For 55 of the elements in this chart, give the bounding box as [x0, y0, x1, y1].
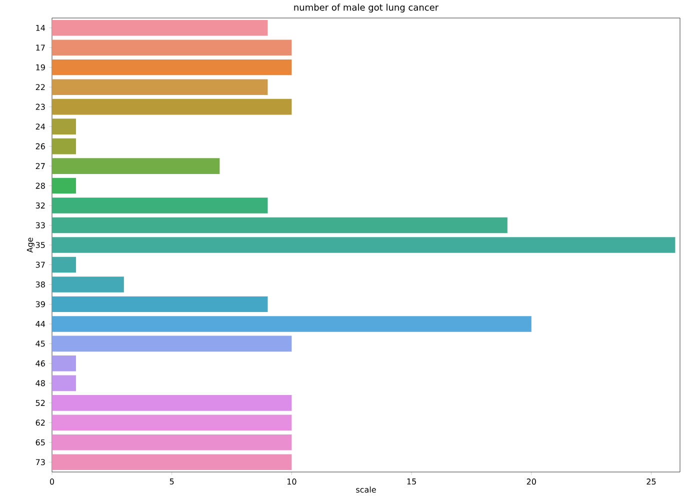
- bar: [52, 98, 292, 115]
- bar: [52, 356, 76, 372]
- bar: [52, 138, 76, 154]
- y-axis-title: Age: [26, 238, 34, 253]
- bar: [52, 256, 76, 273]
- bar: [52, 296, 268, 312]
- bar: [52, 316, 532, 332]
- bar: [52, 276, 124, 292]
- y-tick-label: 26: [36, 143, 45, 150]
- bar: [52, 237, 676, 253]
- x-tick-label: 5: [170, 478, 174, 484]
- y-tick-label: 39: [36, 301, 45, 308]
- bar: [52, 178, 76, 194]
- x-tick-label: 0: [50, 478, 54, 485]
- y-tick-label: 17: [36, 44, 45, 51]
- bar: [52, 59, 292, 76]
- y-tick-label: 46: [36, 360, 45, 366]
- y-tick-label: 73: [36, 459, 45, 466]
- bar: [52, 434, 292, 450]
- chart-title: number of male got lung cancer: [294, 4, 439, 12]
- bar: [52, 375, 76, 392]
- y-tick-label: 24: [36, 124, 46, 130]
- bar: [52, 395, 292, 411]
- bar: [52, 198, 268, 214]
- y-tick-label: 35: [36, 242, 45, 248]
- bar: [52, 454, 292, 470]
- y-tick-label: 28: [36, 182, 45, 189]
- bar: [52, 414, 292, 431]
- y-tick-label: 65: [36, 439, 45, 446]
- bar: [52, 79, 268, 95]
- y-tick-label: 33: [36, 222, 45, 228]
- y-tick-label: 48: [36, 380, 45, 386]
- bar: [52, 217, 508, 234]
- bar: [52, 158, 220, 174]
- bar: [52, 20, 268, 36]
- y-tick-label: 52: [36, 400, 45, 406]
- y-tick-label: 32: [36, 202, 45, 209]
- y-tick-label: 23: [36, 104, 45, 110]
- y-tick-label: 14: [36, 24, 46, 31]
- y-tick-label: 27: [36, 163, 45, 170]
- x-tick-label: 15: [407, 478, 416, 484]
- x-tick-label: 20: [526, 478, 536, 485]
- bar: [52, 336, 292, 352]
- y-tick-label: 22: [36, 84, 45, 90]
- y-tick-label: 44: [36, 321, 46, 327]
- y-tick-label: 37: [36, 262, 45, 268]
- x-axis-title: scale: [356, 486, 376, 493]
- bar: [52, 40, 292, 56]
- y-tick-label: 62: [36, 420, 45, 426]
- x-tick-label: 10: [287, 478, 296, 485]
- bar: [52, 118, 76, 134]
- y-tick-label: 45: [36, 340, 45, 347]
- y-tick-label: 19: [36, 64, 45, 70]
- x-tick-label: 25: [646, 478, 656, 485]
- y-tick-label: 38: [36, 281, 45, 288]
